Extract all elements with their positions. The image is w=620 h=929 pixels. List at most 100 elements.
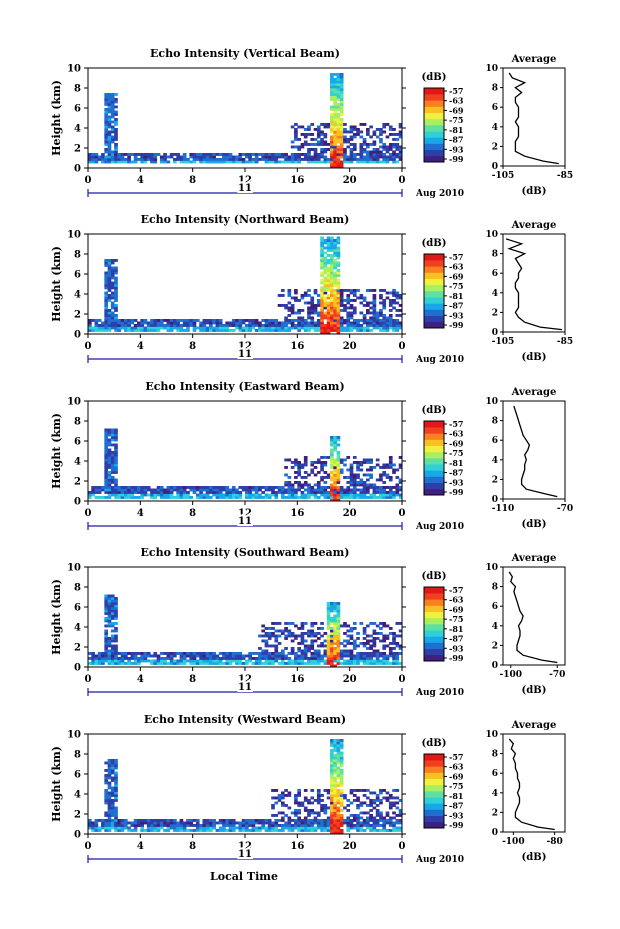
echo-cell <box>388 816 393 820</box>
echo-cell <box>336 321 341 325</box>
echo-cell <box>209 824 213 827</box>
echo-cell <box>339 150 344 154</box>
echo-cell <box>104 791 109 795</box>
echo-cell <box>330 486 334 489</box>
echo-cell <box>114 629 118 633</box>
echo-cell <box>336 73 341 76</box>
x-tick-label: 16 <box>290 841 304 852</box>
echo-cell <box>313 819 318 822</box>
echo-cell <box>392 291 396 295</box>
echo-cell <box>352 135 357 139</box>
echo-cell <box>388 801 393 805</box>
echo-cell <box>346 829 351 832</box>
echo-cell <box>392 826 396 830</box>
echo-cell <box>395 826 400 830</box>
echo-cell <box>294 624 298 628</box>
echo-cell <box>349 314 354 317</box>
echo-cell <box>140 158 144 161</box>
echo-cell <box>323 461 328 464</box>
echo-cell <box>372 491 377 494</box>
echo-cell <box>336 148 341 151</box>
echo-cell <box>280 326 285 330</box>
day-label: 11 <box>238 516 252 527</box>
echo-cell <box>395 296 400 300</box>
echo-cell <box>140 493 144 497</box>
echo-cell <box>104 451 109 454</box>
echo-cell <box>366 321 370 325</box>
echo-cell <box>209 829 213 832</box>
echo-cell <box>163 659 167 663</box>
echo-cell <box>179 826 184 830</box>
echo-cell <box>336 443 341 447</box>
echo-cell <box>277 304 282 307</box>
echo-cell <box>107 120 112 124</box>
echo-cell <box>104 644 109 648</box>
echo-cell <box>349 483 354 487</box>
colorbar-unit: (dB) <box>422 738 447 749</box>
echo-cell <box>271 821 275 825</box>
echo-cell <box>330 294 334 297</box>
echo-cell <box>248 321 252 325</box>
colorbar-swatch <box>424 254 444 261</box>
echo-cell <box>202 493 207 497</box>
echo-cell <box>130 829 135 832</box>
echo-cell <box>284 496 288 499</box>
echo-cell <box>104 118 109 121</box>
echo-cell <box>241 319 246 322</box>
echo-cell <box>107 438 112 442</box>
echo-cell <box>330 826 334 830</box>
echo-cell <box>369 486 373 489</box>
echo-cell <box>333 294 337 297</box>
echo-cell <box>369 160 373 164</box>
echo-cell <box>385 657 390 660</box>
echo-cell <box>297 826 301 830</box>
echo-cell <box>133 654 138 658</box>
echo-cell <box>182 153 187 156</box>
echo-cell <box>110 266 115 270</box>
colorbar-swatch <box>424 636 444 643</box>
echo-cell <box>300 483 305 487</box>
echo-cell <box>310 158 315 161</box>
echo-cell <box>313 143 318 146</box>
echo-cell <box>290 319 295 322</box>
echo-cell <box>366 158 370 161</box>
echo-cell <box>169 657 174 660</box>
echo-cell <box>349 791 354 795</box>
echo-cell <box>274 319 279 322</box>
echo-cell <box>323 804 328 807</box>
echo-cell <box>245 319 249 322</box>
echo-cell <box>339 301 344 305</box>
echo-cell <box>366 657 370 660</box>
echo-cell <box>179 496 184 499</box>
echo-cell <box>97 324 102 327</box>
echo-cell <box>189 486 194 489</box>
echo-cell <box>199 657 203 660</box>
echo-cell <box>271 654 275 658</box>
echo-cell <box>179 662 184 665</box>
echo-cell <box>238 158 243 161</box>
echo-cell <box>114 294 118 297</box>
echo-cell <box>110 488 115 492</box>
echo-cell <box>398 326 403 330</box>
echo-cell <box>385 158 390 161</box>
echo-cell <box>375 458 380 462</box>
echo-cell <box>294 801 298 805</box>
echo-cell <box>287 657 292 660</box>
echo-cell <box>323 329 328 332</box>
echo-cell <box>222 158 226 161</box>
echo-cell <box>300 463 305 467</box>
panel-1: Echo Intensity (Northward Beam)0246810He… <box>50 213 573 365</box>
echo-cell <box>123 160 128 164</box>
echo-cell <box>333 128 337 131</box>
echo-cell <box>117 659 122 663</box>
echo-cell <box>323 150 328 154</box>
echo-cell <box>156 486 161 489</box>
echo-cell <box>287 491 292 494</box>
echo-cell <box>123 326 128 330</box>
echo-cell <box>316 329 321 332</box>
echo-cell <box>382 148 387 151</box>
echo-cell <box>114 105 118 109</box>
echo-cell <box>352 819 357 822</box>
echo-cell <box>114 433 118 437</box>
echo-cell <box>359 481 364 484</box>
